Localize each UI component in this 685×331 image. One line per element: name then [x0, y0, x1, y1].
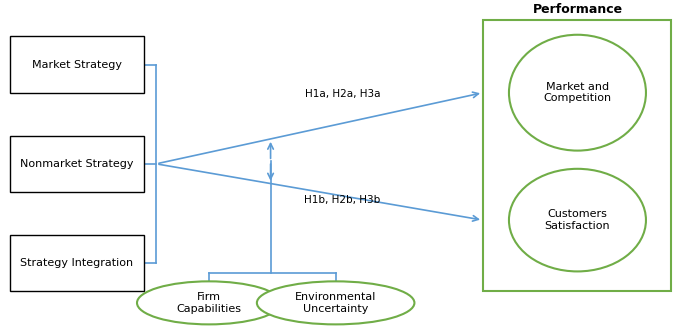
Text: H1b, H2b, H3b: H1b, H2b, H3b — [304, 195, 381, 205]
Ellipse shape — [257, 281, 414, 324]
Ellipse shape — [509, 169, 646, 271]
Ellipse shape — [509, 35, 646, 151]
Text: Market and
Competition: Market and Competition — [543, 82, 612, 104]
Text: H1a, H2a, H3a: H1a, H2a, H3a — [305, 89, 380, 99]
FancyBboxPatch shape — [10, 36, 144, 93]
Text: Performance: Performance — [532, 3, 623, 17]
Text: Customers
Satisfaction: Customers Satisfaction — [545, 209, 610, 231]
Text: Strategy Integration: Strategy Integration — [21, 258, 134, 268]
FancyBboxPatch shape — [10, 235, 144, 291]
FancyBboxPatch shape — [483, 20, 671, 291]
Text: Firm
Capabilities: Firm Capabilities — [177, 292, 241, 314]
Text: Market Strategy: Market Strategy — [32, 60, 122, 70]
Text: Nonmarket Strategy: Nonmarket Strategy — [21, 159, 134, 169]
FancyBboxPatch shape — [10, 136, 144, 192]
Text: Environmental
Uncertainty: Environmental Uncertainty — [295, 292, 376, 314]
Ellipse shape — [137, 281, 281, 324]
